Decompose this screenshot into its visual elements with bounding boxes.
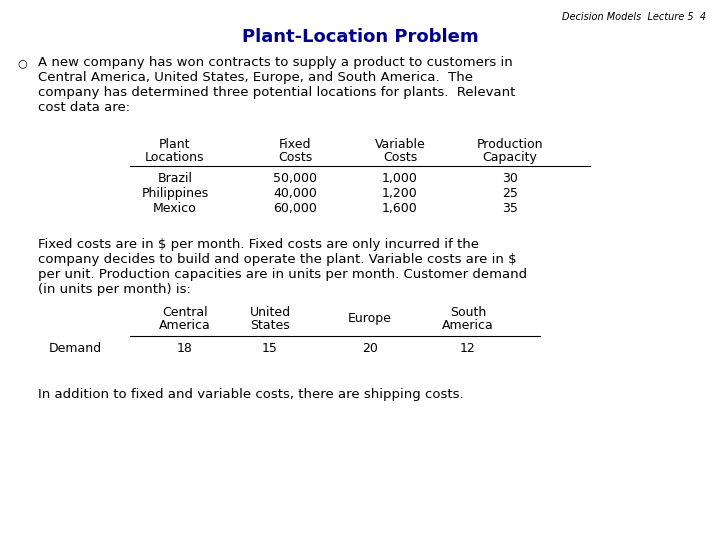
- Text: Plant: Plant: [159, 138, 191, 151]
- Text: Costs: Costs: [383, 151, 417, 164]
- Text: Fixed: Fixed: [279, 138, 311, 151]
- Text: In addition to fixed and variable costs, there are shipping costs.: In addition to fixed and variable costs,…: [38, 388, 464, 401]
- Text: company decides to build and operate the plant. Variable costs are in $: company decides to build and operate the…: [38, 253, 517, 266]
- Text: 30: 30: [502, 172, 518, 185]
- Text: cost data are:: cost data are:: [38, 101, 130, 114]
- Text: Locations: Locations: [145, 151, 204, 164]
- Text: 60,000: 60,000: [273, 202, 317, 215]
- Text: 20: 20: [362, 342, 378, 355]
- Text: 1,600: 1,600: [382, 202, 418, 215]
- Text: Mexico: Mexico: [153, 202, 197, 215]
- Text: 50,000: 50,000: [273, 172, 317, 185]
- Text: Costs: Costs: [278, 151, 312, 164]
- Text: Central America, United States, Europe, and South America.  The: Central America, United States, Europe, …: [38, 71, 473, 84]
- Text: 18: 18: [177, 342, 193, 355]
- Text: Decision Models  Lecture 5  4: Decision Models Lecture 5 4: [562, 12, 706, 22]
- Text: 15: 15: [262, 342, 278, 355]
- Text: 25: 25: [502, 187, 518, 200]
- Text: 1,000: 1,000: [382, 172, 418, 185]
- Text: company has determined three potential locations for plants.  Relevant: company has determined three potential l…: [38, 86, 516, 99]
- Text: United: United: [249, 306, 291, 319]
- Text: America: America: [442, 319, 494, 332]
- Text: 12: 12: [460, 342, 476, 355]
- Text: Capacity: Capacity: [482, 151, 537, 164]
- Text: America: America: [159, 319, 211, 332]
- Text: per unit. Production capacities are in units per month. Customer demand: per unit. Production capacities are in u…: [38, 268, 527, 281]
- Text: Fixed costs are in $ per month. Fixed costs are only incurred if the: Fixed costs are in $ per month. Fixed co…: [38, 238, 479, 251]
- Text: Plant-Location Problem: Plant-Location Problem: [242, 28, 478, 46]
- Text: Production: Production: [477, 138, 544, 151]
- Text: (in units per month) is:: (in units per month) is:: [38, 283, 191, 296]
- Text: Demand: Demand: [48, 342, 102, 355]
- Text: ○: ○: [17, 58, 27, 68]
- Text: South: South: [450, 306, 486, 319]
- Text: Central: Central: [162, 306, 208, 319]
- Text: A new company has won contracts to supply a product to customers in: A new company has won contracts to suppl…: [38, 56, 513, 69]
- Text: Philippines: Philippines: [141, 187, 209, 200]
- Text: Europe: Europe: [348, 312, 392, 325]
- Text: States: States: [250, 319, 290, 332]
- Text: 1,200: 1,200: [382, 187, 418, 200]
- Text: 35: 35: [502, 202, 518, 215]
- Text: 40,000: 40,000: [273, 187, 317, 200]
- Text: Variable: Variable: [374, 138, 426, 151]
- Text: Brazil: Brazil: [158, 172, 192, 185]
